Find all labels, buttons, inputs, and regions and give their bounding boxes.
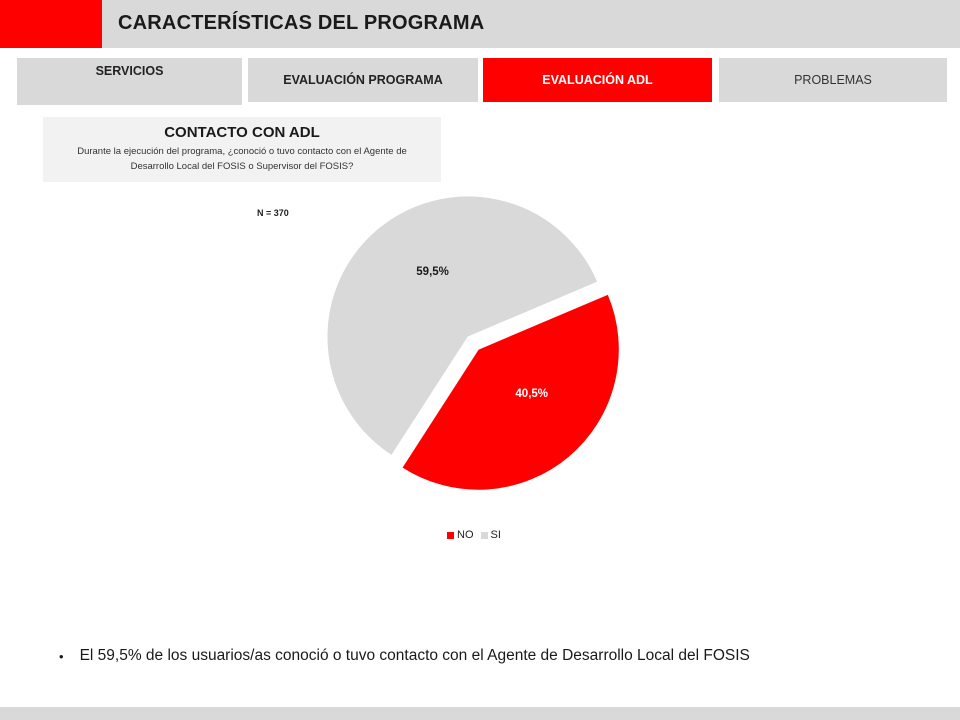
header-accent-block	[0, 0, 102, 48]
bullet-dot-icon: •	[59, 648, 64, 664]
legend-item-no: NO	[447, 529, 474, 541]
footer-bar	[0, 707, 960, 720]
question-title: CONTACTO CON ADL	[164, 124, 320, 141]
legend-item-si: SI	[480, 529, 501, 541]
bullet-text: El 59,5% de los usuarios/as conoció o tu…	[79, 647, 750, 664]
pie-slice-si	[326, 195, 599, 457]
tab-problemas[interactable]: PROBLEMAS	[719, 58, 947, 102]
tab-evaluacion-programa[interactable]: EVALUACIÓN PROGRAMA	[248, 58, 478, 102]
legend-swatch-no	[447, 531, 454, 539]
legend-label-no: NO	[457, 529, 474, 541]
page-title: CARACTERÍSTICAS DEL PROGRAMA	[118, 12, 485, 34]
legend-swatch-si	[480, 531, 488, 539]
pie-label-si: 59,5%	[416, 266, 449, 278]
pie-label-no: 40,5%	[515, 388, 548, 400]
chart-legend: NO SI	[447, 529, 508, 541]
legend-label-si: SI	[490, 529, 501, 541]
header-bar	[0, 0, 960, 48]
tab-servicios[interactable]: SERVICIOS	[17, 58, 242, 105]
tab-evaluacion-adl[interactable]: EVALUACIÓN ADL	[483, 58, 712, 102]
question-box: CONTACTO CON ADL Durante la ejecución de…	[43, 117, 441, 182]
pie-slice-no	[401, 293, 620, 491]
question-text: Durante la ejecución del programa, ¿cono…	[77, 146, 407, 172]
bullet-point: • El 59,5% de los usuarios/as conoció o …	[59, 647, 750, 665]
sample-size-note: N = 370	[257, 208, 289, 218]
